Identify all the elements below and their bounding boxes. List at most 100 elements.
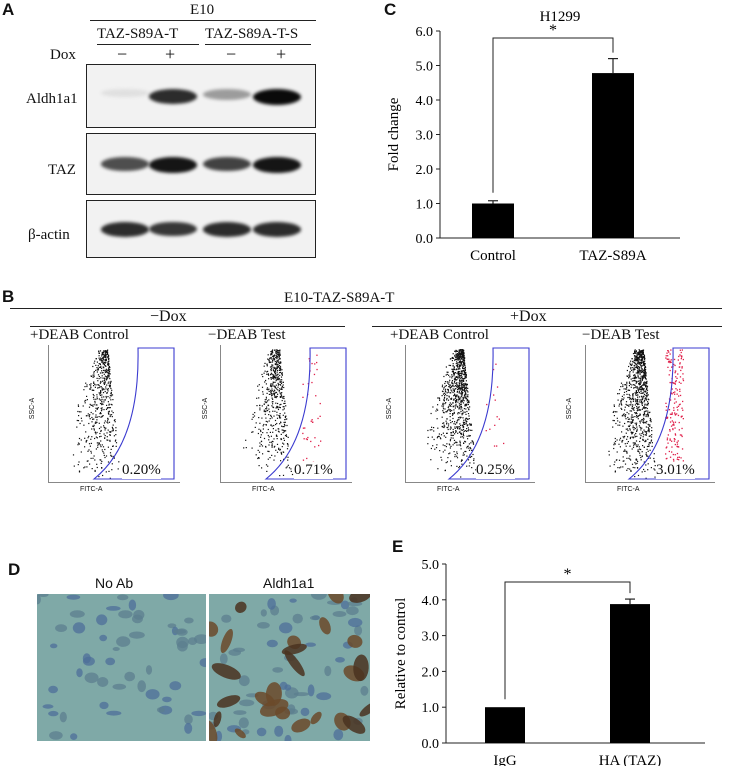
flow-event — [98, 443, 100, 445]
flow-event — [447, 388, 449, 390]
flow-event — [457, 432, 459, 434]
flow-event — [272, 406, 274, 408]
flow-event — [472, 442, 474, 444]
stained-cell — [234, 728, 246, 739]
flow-event-positive — [311, 419, 313, 421]
flow-event — [279, 368, 281, 370]
flow-event-positive — [678, 459, 680, 461]
flow-event — [268, 388, 270, 390]
flow-event — [458, 392, 460, 394]
flow-event — [78, 437, 81, 440]
flow-event — [78, 415, 80, 417]
flow-event — [453, 385, 455, 388]
flow-event — [442, 432, 444, 434]
flow-event — [641, 403, 643, 405]
cell-nucleus — [305, 642, 316, 647]
flow-event — [261, 467, 263, 469]
flow-event — [629, 374, 631, 376]
flow-event — [624, 416, 626, 418]
flow-event — [635, 412, 637, 414]
flow-event — [459, 375, 461, 377]
flow-event — [440, 434, 443, 436]
flow-event-positive — [676, 393, 678, 395]
flow-event — [290, 470, 292, 472]
flow-event — [281, 373, 283, 375]
flow-event — [644, 366, 646, 368]
flow-event — [433, 438, 435, 441]
flow-event — [287, 445, 289, 447]
flow-event — [465, 413, 467, 415]
flow-event — [645, 453, 647, 456]
flow-event — [258, 451, 261, 453]
flow-event — [634, 412, 636, 414]
flow-event — [94, 400, 96, 402]
flow-event — [641, 365, 643, 367]
flow-event-positive — [669, 429, 671, 431]
flow-event — [629, 428, 631, 430]
flow-event — [637, 398, 639, 400]
flow-event — [641, 379, 643, 382]
flow-event — [648, 435, 650, 437]
flow-event — [457, 384, 459, 386]
flow-event — [266, 363, 268, 365]
flow-event — [462, 452, 465, 454]
flow-event — [281, 374, 283, 376]
flow-event — [444, 403, 446, 405]
flow-event — [459, 356, 461, 358]
flow-event — [443, 412, 445, 414]
flow-event — [95, 421, 97, 423]
flow-event — [461, 356, 463, 358]
cell-nucleus — [238, 675, 250, 687]
flow-event — [277, 408, 280, 411]
flow-event — [462, 351, 464, 353]
flow-event — [458, 405, 461, 407]
flow-event — [627, 389, 629, 391]
flow-event — [91, 468, 93, 470]
flow-event — [448, 383, 450, 385]
flow-event — [257, 457, 259, 460]
panel-d-letter: D — [8, 560, 21, 579]
flow-event — [271, 454, 273, 456]
flow-event — [639, 385, 641, 388]
flow-event — [105, 397, 107, 399]
flow-event — [281, 446, 283, 448]
flow-event-positive — [681, 407, 683, 409]
flow-event — [628, 389, 630, 391]
flow-event — [454, 426, 456, 428]
flow-event — [462, 365, 464, 367]
flow-event — [107, 388, 109, 390]
flow-event — [631, 364, 633, 366]
flow-event — [109, 382, 111, 384]
flow-event — [633, 375, 635, 377]
flow-event — [624, 406, 626, 408]
flow-event — [634, 422, 636, 424]
cell-nucleus — [76, 668, 83, 678]
flow-event — [285, 434, 287, 436]
flow-event — [279, 388, 281, 390]
flow-event-positive — [317, 417, 319, 420]
flow-event — [640, 429, 642, 431]
y-tick-label: 5.0 — [422, 558, 440, 573]
flow-event — [642, 350, 644, 352]
flow-event — [647, 469, 649, 471]
flow-event — [98, 416, 100, 418]
flow-event — [102, 474, 104, 477]
flow-event — [456, 457, 459, 459]
flow-event — [647, 401, 649, 403]
flow-event — [639, 387, 641, 389]
flow-event — [98, 443, 100, 445]
flow-event — [643, 355, 646, 357]
flow-event — [463, 362, 465, 364]
stained-cell — [209, 621, 219, 637]
flow-event — [449, 404, 451, 406]
cell-nucleus — [309, 615, 320, 621]
flow-event — [461, 399, 463, 401]
flow-event — [97, 446, 99, 448]
flow-event — [267, 450, 269, 452]
flow-event — [287, 456, 289, 458]
flow-event — [103, 454, 105, 456]
flow-event — [96, 396, 98, 398]
flow-event — [106, 407, 108, 409]
cell-nucleus — [284, 734, 292, 741]
flow-event — [273, 366, 275, 368]
